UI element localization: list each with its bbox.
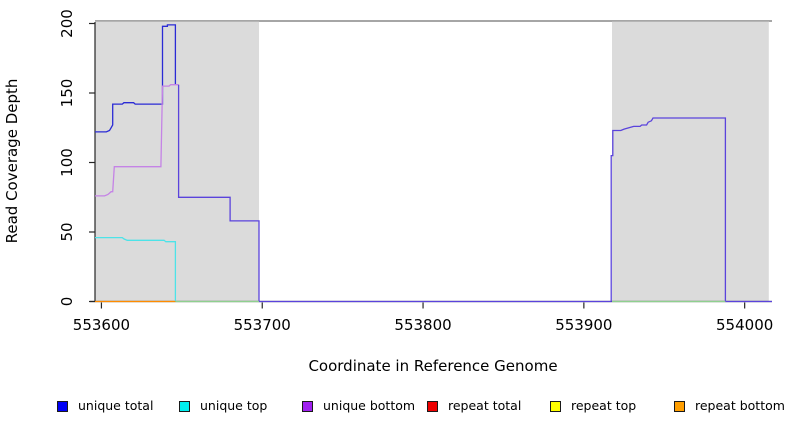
legend-label: repeat top — [571, 398, 637, 413]
x-tick-label: 554000 — [716, 316, 773, 334]
shaded-regions — [95, 20, 772, 302]
legend-swatch — [302, 400, 313, 412]
series-unique-bottom — [95, 84, 179, 197]
y-tick-label: 150 — [58, 79, 76, 108]
y-axis-label: Read Coverage Depth — [3, 79, 21, 244]
legend-label: unique top — [200, 398, 268, 413]
axes: 553600 553700 553800 553900 554000 0 50 100 150 2… — [58, 9, 773, 334]
x-tick-label: 553900 — [555, 316, 612, 334]
data-series — [95, 24, 772, 303]
legend-label: unique bottom — [323, 398, 416, 413]
legend-swatch — [674, 400, 685, 412]
legend-label: repeat total — [448, 398, 522, 413]
legend-item-unique-total: unique total — [57, 396, 153, 416]
legend-swatch — [427, 400, 438, 412]
y-tick-label: 200 — [58, 9, 76, 38]
x-tick-label: 553600 — [73, 316, 130, 334]
shaded-region — [611, 21, 769, 302]
series-unique-top — [95, 236, 177, 302]
y-tick-label: 100 — [58, 148, 76, 177]
legend-item-repeat-top: repeat top — [550, 396, 636, 416]
x-tick-label: 553800 — [394, 316, 451, 334]
legend-swatch — [179, 400, 190, 412]
legend-item-repeat-total: repeat total — [427, 396, 521, 416]
shaded-region — [95, 21, 260, 302]
series-unique-total-and-bottom-overlap — [177, 84, 772, 303]
legend-label: unique total — [78, 398, 154, 413]
legend-item-unique-bottom: unique bottom — [302, 396, 415, 416]
legend-swatch — [57, 400, 68, 412]
legend-swatch — [550, 400, 561, 412]
y-tick-label: 50 — [58, 222, 76, 241]
legend: unique total unique top unique bottom repea… — [0, 396, 792, 420]
x-tick-label: 553700 — [234, 316, 291, 334]
legend-item-unique-top: unique top — [179, 396, 267, 416]
y-tick-label: 0 — [58, 297, 76, 307]
series-unique-total — [95, 24, 177, 133]
x-axis-label: Coordinate in Reference Genome — [308, 357, 557, 375]
legend-item-repeat-bottom: repeat bottom — [674, 396, 785, 416]
legend-label: repeat bottom — [695, 398, 785, 413]
